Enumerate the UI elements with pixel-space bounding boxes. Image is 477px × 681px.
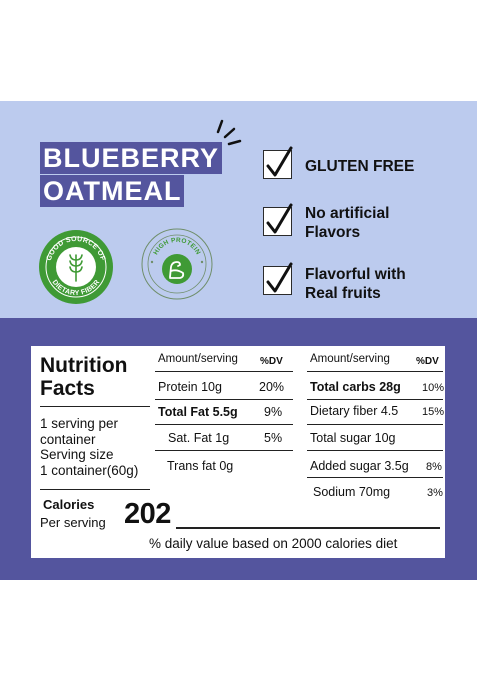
divider (40, 489, 150, 490)
nutrition-facts-title: Nutrition Facts (40, 354, 127, 400)
claim-real-fruits-line2: Real fruits (305, 285, 381, 302)
checkbox-no-artificial (263, 203, 293, 236)
checkmark-icon (266, 146, 293, 177)
nutrient-dietary-fiber: Dietary fiber 4.5 (310, 404, 399, 418)
daily-value-footnote: % daily value based on 2000 calories die… (149, 536, 398, 551)
divider (307, 424, 443, 425)
nutrient-sodium: Sodium 70mg (313, 485, 391, 499)
dietary-fiber-badge: GOOD SOURCE OF DIETARY FIBER (39, 230, 113, 304)
serving-line: Serving size (40, 447, 114, 462)
divider (40, 406, 150, 407)
claim-gluten-free: GLUTEN FREE (305, 158, 415, 175)
checkbox-real-fruits (263, 262, 293, 295)
sparkle-lines-icon (216, 119, 242, 146)
divider (155, 450, 293, 451)
product-title-line2: OATMEAL (40, 175, 185, 207)
checkbox-gluten-free (263, 146, 293, 179)
nutrition-title-line2: Facts (40, 377, 95, 400)
nutrient-total-fat: Total Fat 5.5g (158, 405, 238, 419)
dv-total-carbs: 10% (422, 382, 445, 394)
dv-sodium: 3% (427, 487, 443, 499)
dv-total-fat: 9% (264, 405, 283, 419)
claim-no-artificial-line1: No artificial (305, 205, 390, 222)
wheat-icon (69, 254, 83, 282)
claim-no-artificial-line2: Flavors (305, 224, 361, 241)
serving-line: 1 container(60g) (40, 462, 139, 478)
col1-header: Amount/serving (158, 353, 238, 365)
divider (307, 371, 443, 372)
product-title-line1: BLUEBERRY (40, 142, 223, 174)
calories-rule (176, 527, 440, 529)
dv-added-sugar: 8% (426, 461, 442, 473)
divider (307, 399, 443, 400)
nutrient-sat-fat: Sat. Fat 1g (168, 431, 230, 445)
nutrient-trans-fat: Trans fat 0g (167, 459, 234, 473)
svg-text:HIGH PROTEIN: HIGH PROTEIN (152, 237, 201, 256)
nutrient-protein: Protein 10g (158, 380, 222, 394)
nutrition-facts-panel: Nutrition Facts 1 serving per container … (31, 346, 445, 558)
calories-value: 202 (124, 498, 171, 530)
calories-label: Calories (43, 497, 95, 512)
checkmark-icon (266, 262, 293, 293)
serving-line: container (40, 431, 96, 447)
divider (307, 450, 443, 451)
claim-real-fruits-line1: Flavorful with (305, 266, 406, 283)
serving-line: 1 serving per (40, 416, 119, 431)
arm-muscle-icon (169, 261, 185, 279)
col1-dv-header: %DV (260, 356, 283, 367)
nutrition-title-line1: Nutrition (40, 354, 128, 377)
per-serving-label: Per serving (40, 515, 106, 530)
divider (155, 399, 293, 400)
col2-dv-header: %DV (416, 356, 439, 367)
dv-protein: 20% (259, 380, 285, 394)
divider (155, 371, 293, 372)
dv-sat-fat: 5% (264, 431, 283, 445)
nutrient-total-sugar: Total sugar 10g (310, 431, 396, 445)
divider (307, 477, 443, 478)
nutrient-added-sugar: Added sugar 3.5g (310, 459, 409, 473)
dv-dietary-fiber: 15% (422, 406, 445, 418)
serving-info: 1 serving per container Serving size 1 c… (40, 416, 138, 478)
checkmark-icon (266, 203, 293, 234)
nutrient-total-carbs: Total carbs 28g (310, 380, 401, 394)
divider (155, 424, 293, 425)
col2-header: Amount/serving (310, 353, 390, 365)
high-protein-badge: HIGH PROTEIN (141, 228, 213, 300)
